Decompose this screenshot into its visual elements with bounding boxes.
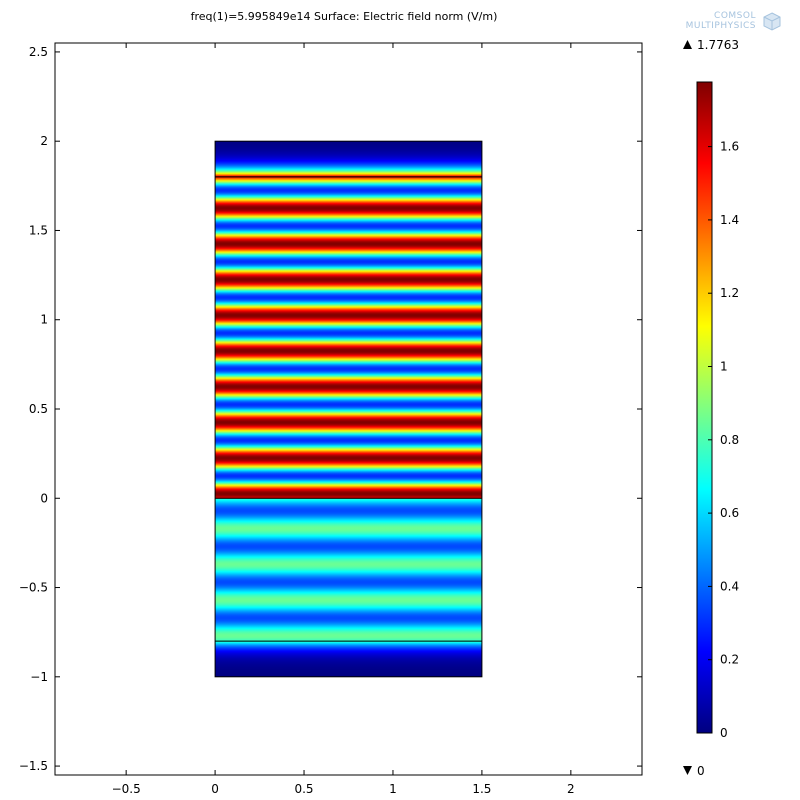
x-tick-label: −0.5 xyxy=(112,782,141,796)
colorbar-tick-label: 0.2 xyxy=(720,653,739,667)
y-tick-label: 1 xyxy=(40,313,48,327)
y-tick-label: −1 xyxy=(30,670,48,684)
colorbar-tick-label: 1.6 xyxy=(720,140,739,154)
colorbar-tick-label: 1.2 xyxy=(720,286,739,300)
colorbar-tick-label: 0.6 xyxy=(720,506,739,520)
x-tick-label: 1.5 xyxy=(472,782,491,796)
colorbar-tick-label: 0.4 xyxy=(720,579,739,593)
y-tick-label: 1.5 xyxy=(29,223,48,237)
colorbar-tick-label: 0.8 xyxy=(720,433,739,447)
comsol-logo: COMSOL MULTIPHYSICS xyxy=(668,11,786,35)
plot-title: freq(1)=5.995849e14 Surface: Electric fi… xyxy=(190,10,498,23)
x-tick-label: 0 xyxy=(211,782,219,796)
logo-line1: COMSOL xyxy=(714,11,756,21)
colorbar-tick-label: 1.4 xyxy=(720,213,739,227)
y-tick-label: −1.5 xyxy=(19,759,48,773)
colorbar-tick-label: 1 xyxy=(720,360,728,374)
y-tick-label: 0 xyxy=(40,491,48,505)
y-tick-label: 0.5 xyxy=(29,402,48,416)
colorbar-tick-label: 0 xyxy=(720,726,728,740)
field-surface xyxy=(214,140,483,678)
max-value-label: 1.7763 xyxy=(697,38,739,52)
max-triangle-icon xyxy=(683,40,692,49)
min-value-label: 0 xyxy=(697,764,705,778)
x-tick-label: 0.5 xyxy=(294,782,313,796)
y-tick-label: 2.5 xyxy=(29,45,48,59)
x-tick-label: 1 xyxy=(389,782,397,796)
y-tick-label: −0.5 xyxy=(19,581,48,595)
logo-line2: MULTIPHYSICS xyxy=(685,21,756,31)
colorbar xyxy=(696,81,713,734)
min-triangle-icon xyxy=(683,766,692,775)
x-tick-label: 2 xyxy=(567,782,575,796)
y-tick-label: 2 xyxy=(40,134,48,148)
cube-icon xyxy=(763,12,781,31)
